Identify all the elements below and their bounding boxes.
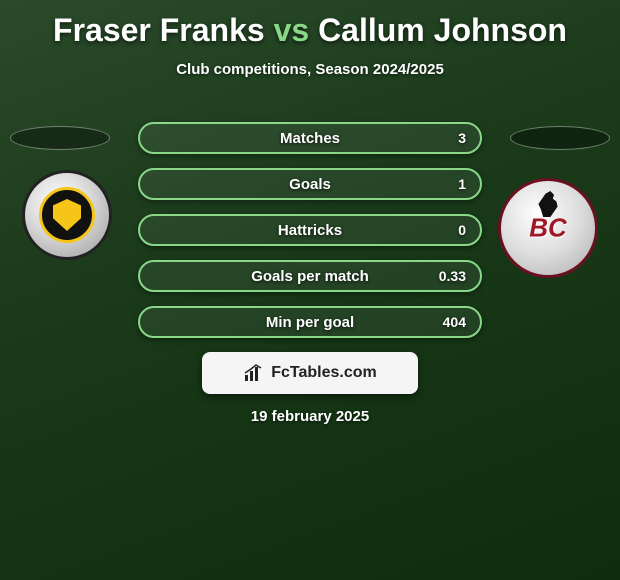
stat-label: Hattricks	[278, 222, 342, 239]
chart-icon	[243, 363, 263, 383]
stat-row: Min per goal 404	[138, 306, 482, 338]
club-badge-right-text: BC	[529, 213, 567, 244]
stat-row: Goals per match 0.33	[138, 260, 482, 292]
player2-name: Callum Johnson	[318, 12, 567, 48]
subtitle: Club competitions, Season 2024/2025	[0, 61, 620, 78]
date-text: 19 february 2025	[251, 408, 369, 425]
player1-name: Fraser Franks	[53, 12, 265, 48]
club-badge-left-inner	[39, 187, 95, 243]
stat-row: Hattricks 0	[138, 214, 482, 246]
stat-label: Goals per match	[251, 268, 369, 285]
stat-value-right: 1	[458, 176, 466, 192]
comparison-title: Fraser Franks vs Callum Johnson	[0, 0, 620, 49]
stat-value-right: 404	[443, 314, 466, 330]
branding-badge: FcTables.com	[202, 352, 418, 394]
player1-placeholder-oval	[10, 126, 110, 150]
stat-value-right: 0.33	[439, 268, 466, 284]
stat-label: Goals	[289, 176, 331, 193]
stat-label: Matches	[280, 130, 340, 147]
stats-list: Matches 3 Goals 1 Hattricks 0 Goals per …	[138, 122, 482, 352]
stat-label: Min per goal	[266, 314, 354, 331]
club-badge-right-circle: BC	[498, 178, 598, 278]
club-badge-left-shield	[53, 199, 81, 231]
player2-placeholder-oval	[510, 126, 610, 150]
stat-row: Matches 3	[138, 122, 482, 154]
stat-row: Goals 1	[138, 168, 482, 200]
club-badge-right: BC	[498, 178, 598, 293]
vs-text: vs	[274, 12, 310, 48]
stat-value-right: 3	[458, 130, 466, 146]
club-badge-left	[22, 170, 112, 260]
branding-text: FcTables.com	[271, 364, 377, 382]
stat-value-right: 0	[458, 222, 466, 238]
